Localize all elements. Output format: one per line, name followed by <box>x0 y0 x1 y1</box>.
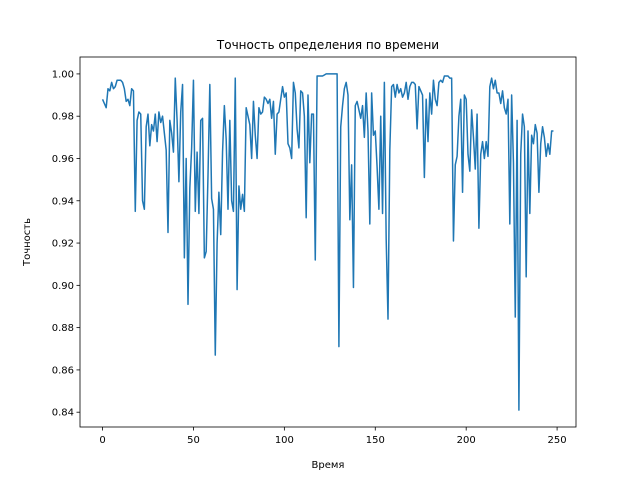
chart-title: Точность определения по времени <box>216 38 439 52</box>
y-axis-label: Точность <box>22 218 33 267</box>
x-axis-label: Время <box>312 460 345 471</box>
x-tick-label: 50 <box>187 435 200 446</box>
y-tick-label: 1.00 <box>52 69 74 80</box>
data-line <box>101 73 554 411</box>
x-tick-label: 0 <box>99 435 105 446</box>
x-tick-label: 200 <box>457 435 476 446</box>
y-tick-label: 0.84 <box>52 408 74 419</box>
y-tick-label: 0.88 <box>52 323 74 334</box>
x-tick-label: 100 <box>275 435 294 446</box>
y-tick-label: 0.86 <box>52 365 74 376</box>
y-tick-label: 0.98 <box>52 112 74 123</box>
x-tick-label: 150 <box>366 435 385 446</box>
y-tick-label: 0.90 <box>52 281 74 292</box>
x-tick-label: 250 <box>548 435 567 446</box>
plot-frame <box>79 56 577 428</box>
y-tick-label: 0.94 <box>52 196 74 207</box>
y-tick-label: 0.92 <box>52 239 74 250</box>
y-tick-label: 0.96 <box>52 154 74 165</box>
